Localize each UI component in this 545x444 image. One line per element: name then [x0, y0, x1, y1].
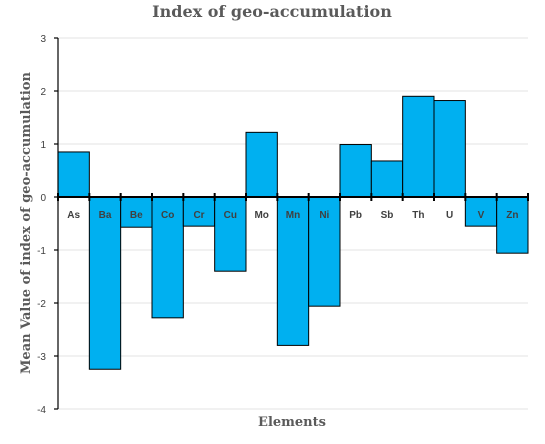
y-tick-label: 2 — [40, 87, 46, 98]
y-tick-label: 0 — [40, 193, 46, 204]
category-label-co: Co — [161, 210, 174, 221]
y-axis-title: Mean Value of index of geo-accumulation — [19, 71, 34, 373]
bar-ba — [88, 196, 122, 370]
category-label-v: V — [478, 210, 485, 221]
category-label-mn: Mn — [286, 210, 300, 221]
bar-cr — [182, 196, 216, 227]
bar-th — [402, 95, 435, 198]
category-label-cr: Cr — [193, 210, 204, 221]
category-label-be: Be — [130, 210, 143, 221]
category-label-u: U — [446, 210, 453, 221]
bar-sb — [370, 160, 404, 198]
x-axis-title: Elements — [258, 415, 326, 430]
category-label-ba: Ba — [99, 210, 112, 221]
bar-co — [151, 196, 184, 319]
bar-mo — [245, 131, 278, 198]
y-tick-label: -4 — [37, 405, 46, 416]
y-tick-label: -1 — [37, 246, 46, 257]
category-labels: As Ba Be Co Cr Cu Mo Mn Ni Pb Sb Th U V Zn — [67, 210, 518, 221]
bar-cu — [214, 196, 247, 272]
bars — [57, 95, 529, 370]
axes — [54, 37, 529, 410]
bar-be — [120, 196, 153, 228]
y-tick-label: 3 — [40, 34, 46, 45]
bar-ni — [308, 196, 341, 307]
category-label-pb: Pb — [349, 210, 362, 221]
bar-pb — [339, 144, 372, 198]
bar-zn — [496, 196, 529, 254]
category-label-zn: Zn — [506, 210, 518, 221]
y-tick-label: 1 — [40, 140, 46, 151]
bar-u — [433, 100, 466, 198]
category-label-as: As — [67, 210, 80, 221]
category-label-th: Th — [412, 210, 424, 221]
category-label-mo: Mo — [254, 210, 268, 221]
bar-v — [464, 196, 498, 227]
category-label-ni: Ni — [319, 210, 329, 221]
chart-title: Index of geo-accumulation — [152, 2, 392, 21]
y-tick-labels: 3 2 1 0 -1 -2 -3 -4 — [37, 34, 46, 416]
y-tick-label: -3 — [37, 352, 46, 363]
bar-mn — [276, 196, 310, 346]
category-label-sb: Sb — [381, 210, 394, 221]
bar-as — [57, 151, 90, 198]
y-tick-label: -2 — [37, 299, 46, 310]
category-label-cu: Cu — [224, 210, 237, 221]
